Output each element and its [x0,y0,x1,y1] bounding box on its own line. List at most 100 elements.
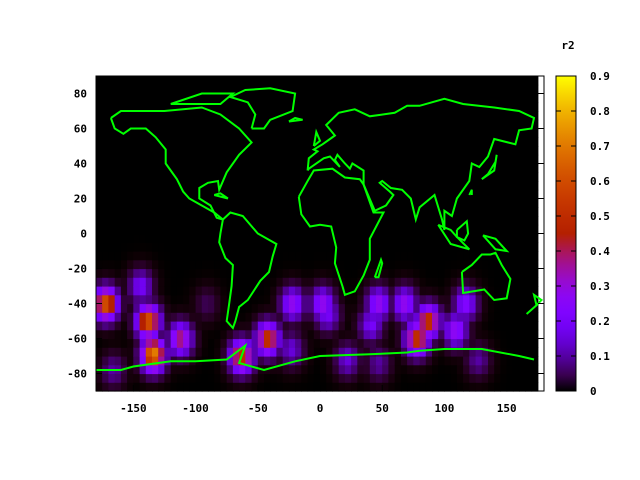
heatmap-cell [394,207,402,217]
heatmap-cell [164,93,172,103]
heatmap-cell [494,364,501,375]
heatmap-cell [488,242,495,252]
heatmap-cell [139,216,147,226]
heatmap-cell [320,233,327,243]
heatmap-cell [201,93,209,103]
heatmap-cell [239,277,246,287]
heatmap-cell [357,137,365,147]
heatmap-cell [114,312,122,322]
heatmap-cell [506,338,514,348]
heatmap-cell [288,137,296,147]
heatmap-cell [158,373,165,383]
heatmap-cell [394,189,402,200]
heatmap-cell [357,233,365,243]
heatmap-cell [506,259,514,270]
heatmap-cell [444,356,452,366]
heatmap-cell [488,251,495,261]
heatmap-cell [351,198,358,208]
heatmap-cell [519,76,526,86]
heatmap-cell [488,137,495,147]
heatmap-cell [531,364,539,375]
heatmap-cell [326,172,333,182]
heatmap-cell [276,216,284,226]
heatmap-cell [400,242,408,252]
heatmap-cell [214,242,221,252]
heatmap-cell [232,163,240,173]
heatmap-cell [295,216,302,226]
heatmap-cell [519,84,526,95]
heatmap-cell [320,224,327,235]
heatmap-cell [245,364,253,375]
heatmap-cell [525,364,533,375]
heatmap-cell [245,286,253,296]
heatmap-cell [357,76,365,86]
heatmap-cell [320,111,327,121]
heatmap-cell [438,356,445,366]
coastline [481,154,498,181]
heatmap-cell [463,224,470,235]
heatmap-cell [425,224,433,235]
heatmap-cell [239,198,246,208]
heatmap-cell [201,119,209,130]
heatmap-cell [344,303,352,313]
heatmap-cell [500,102,508,112]
heatmap-cell [220,76,228,86]
heatmap-cell [264,321,271,331]
heatmap-cell [226,329,234,340]
heatmap-cell [127,338,134,348]
heatmap-cell [382,373,389,383]
heatmap-cell [519,233,526,243]
heatmap-cell [519,102,526,112]
heatmap-cell [307,84,315,95]
heatmap-cell [239,76,246,86]
heatmap-cell [307,111,315,121]
colorbar-tick-label: 0.6 [590,175,610,188]
heatmap-cell [506,163,514,173]
y-tick-label: -40 [67,298,87,311]
heatmap-cell [301,321,309,331]
heatmap-cell [369,181,377,191]
heatmap-cell [419,233,427,243]
heatmap-cell [127,251,134,261]
heatmap-cell [326,303,333,313]
heatmap-cell [444,102,452,112]
heatmap-cell [257,189,265,200]
heatmap-cell [239,224,246,235]
heatmap-cell [432,163,439,173]
heatmap-cell [450,303,458,313]
heatmap-cell [432,312,439,322]
heatmap-cell [369,382,377,392]
heatmap-cell [369,312,377,322]
heatmap-cell [400,84,408,95]
heatmap-cell [320,356,327,366]
heatmap-cell [208,329,215,340]
heatmap-cell [226,233,234,243]
heatmap-cell [338,207,346,217]
heatmap-cell [170,111,178,121]
heatmap-cell [201,268,209,278]
heatmap-cell [320,347,327,357]
heatmap-cell [145,373,153,383]
heatmap-cell [463,347,470,357]
heatmap-cell [307,356,315,366]
heatmap-cell [344,277,352,287]
heatmap-cell [133,303,141,313]
heatmap-cell [531,198,539,208]
heatmap-cell [282,128,290,138]
heatmap-cell [531,233,539,243]
heatmap-cell [152,364,159,375]
heatmap-cell [96,102,103,112]
heatmap-cell [506,216,514,226]
heatmap-cell [270,321,277,331]
heatmap-cell [531,338,539,348]
heatmap-cell [313,102,321,112]
heatmap-cell [369,259,377,270]
heatmap-cell [288,207,296,217]
heatmap-cell [531,277,539,287]
heatmap-cell [438,189,445,200]
heatmap-cell [195,207,203,217]
heatmap-cell [307,364,315,375]
heatmap-cell [481,347,489,357]
heatmap-cell [158,382,165,392]
heatmap-cell [133,259,141,270]
